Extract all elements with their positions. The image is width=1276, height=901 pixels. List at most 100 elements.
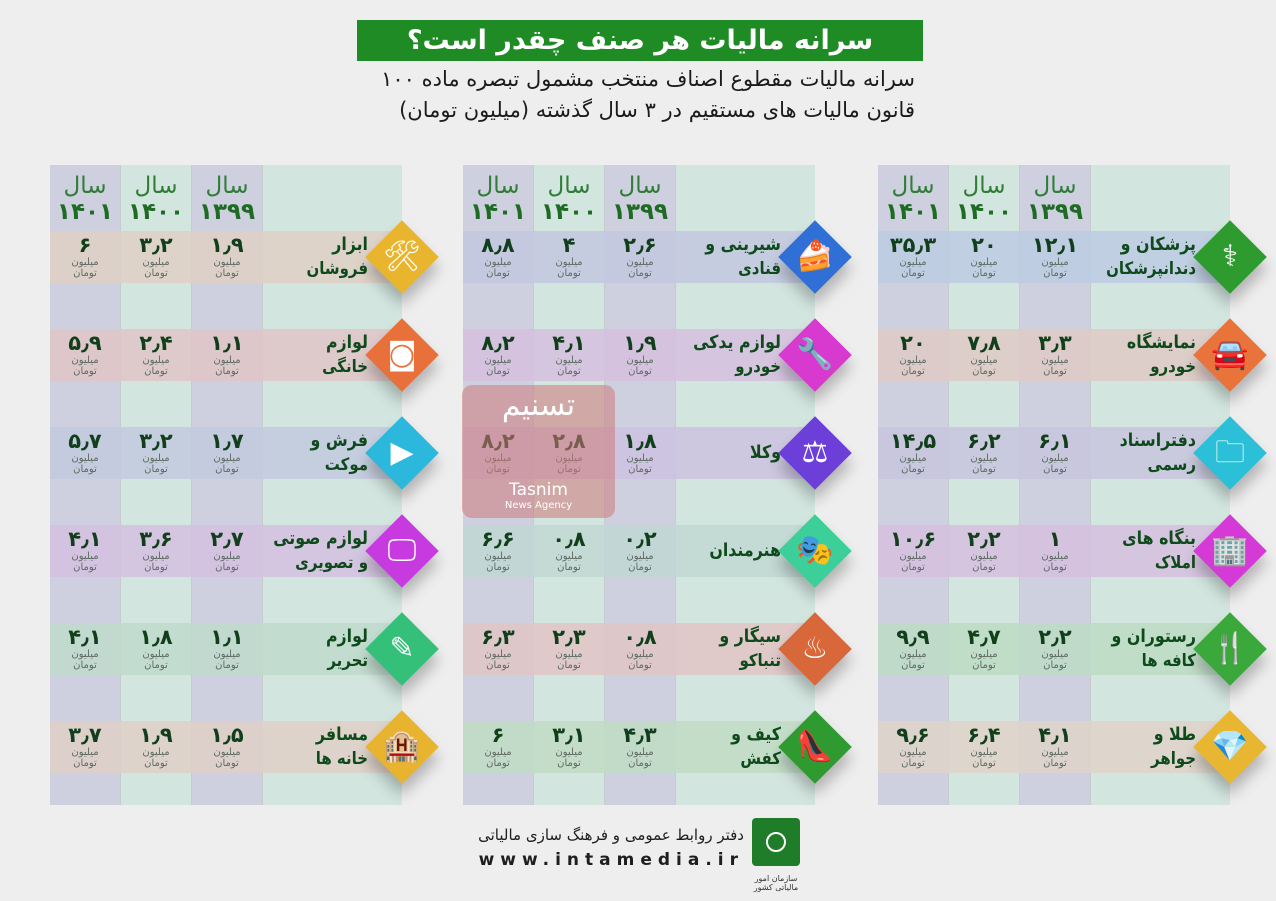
value-cell-1400: ۱٫۸ میلیون تومان [121, 623, 191, 675]
category-line-2: خانه ها [315, 749, 368, 769]
tax-value: ۲٫۷ [210, 527, 244, 551]
unit-toman: تومان [901, 366, 925, 377]
unit-toman: تومان [901, 268, 925, 279]
category-line-2: خودرو [1150, 357, 1196, 377]
hotel-location-icon: 🏨 [383, 729, 421, 764]
category-line-1: مسافر [315, 724, 368, 745]
value-cell-1400: ۴٫۱ میلیون تومان [534, 329, 604, 381]
logo-caption: سازمان امور مالیاتی کشور [753, 874, 799, 892]
value-cell-1400: ۳٫۲ میلیون تومان [121, 231, 191, 283]
value-cell-1400: ۳٫۲ میلیون تومان [121, 427, 191, 479]
value-cell-1401: ۶ میلیون تومان [50, 231, 120, 283]
tax-value: ۱٫۷ [210, 429, 244, 453]
unit-million: میلیون [899, 551, 927, 562]
unit-million: میلیون [213, 355, 241, 366]
tax-table-panel: سال ۱۴۰۱ سال ۱۴۰۰ سال ۱۳۹۹ ۶ میلیون توما… [50, 165, 439, 805]
category-line-1: بنگاه های [1122, 528, 1196, 549]
value-cell-1400: ۲٫۲ میلیون تومان [949, 525, 1019, 577]
category-line-1: پزشکان و [1120, 234, 1196, 255]
tv-icon: 🖵 [387, 533, 417, 568]
value-cell-1401: ۱۴٫۵ میلیون تومان [878, 427, 948, 479]
value-cell-1399: ۴٫۳ میلیون تومان [605, 721, 675, 773]
category-line-1: طلا و [1153, 724, 1196, 745]
category-line-2: جواهر [1151, 749, 1196, 769]
category-line-2: دندانپزشکان [1106, 259, 1196, 279]
value-cell-1399: ۲٫۶ میلیون تومان [605, 231, 675, 283]
category-label: پزشکان و دندانپزشکان [1092, 232, 1196, 282]
value-cell-1399: ۱٫۱ میلیون تومان [192, 329, 262, 381]
category-label: مسافر خانه ها [264, 722, 368, 772]
value-cell-1399: ۱٫۹ میلیون تومان [192, 231, 262, 283]
value-cell-1399: ۱٫۷ میلیون تومان [192, 427, 262, 479]
row-band [50, 231, 402, 283]
category-line-2: تحریر [327, 651, 368, 671]
category-line-2: قنادی [738, 259, 781, 279]
value-cell-1400: ۶٫۴ میلیون تومان [949, 721, 1019, 773]
unit-million: میلیون [626, 747, 654, 758]
unit-toman: تومان [73, 464, 97, 475]
value-cell-1401: ۶٫۳ میلیون تومان [463, 623, 533, 675]
unit-toman: تومان [215, 660, 239, 671]
tax-value: ۴٫۳ [623, 723, 657, 747]
tax-value: ۳٫۶ [139, 527, 173, 551]
unit-toman: تومان [901, 464, 925, 475]
tax-value: ۱٫۱ [210, 331, 244, 355]
tax-value: ۲٫۲ [967, 527, 1001, 551]
car-wrench-icon: 🔧 [796, 337, 834, 372]
unit-toman: تومان [972, 268, 996, 279]
row-band [878, 525, 1230, 577]
value-cell-1401: ۲۰ میلیون تومان [878, 329, 948, 381]
unit-million: میلیون [142, 551, 170, 562]
tools-icon: 🛠 [382, 239, 422, 274]
year-header: سال ۱۳۹۹ [192, 173, 262, 225]
unit-million: میلیون [71, 355, 99, 366]
unit-toman: تومان [73, 562, 97, 573]
unit-toman: تومان [486, 758, 510, 769]
category-label: بنگاه های املاک [1092, 526, 1196, 576]
unit-million: میلیون [484, 257, 512, 268]
unit-toman: تومان [73, 660, 97, 671]
year-header: سال ۱۴۰۰ [534, 173, 604, 225]
row-band [878, 427, 1230, 479]
row-band [50, 525, 402, 577]
year-value: ۱۳۹۹ [611, 199, 669, 225]
unit-toman: تومان [486, 366, 510, 377]
unit-toman: تومان [901, 660, 925, 671]
year-word: سال [618, 173, 662, 199]
value-cell-1399: ۱٫۹ میلیون تومان [605, 329, 675, 381]
unit-toman: تومان [215, 758, 239, 769]
unit-million: میلیون [899, 649, 927, 660]
year-header: سال ۱۴۰۰ [121, 173, 191, 225]
unit-million: میلیون [142, 257, 170, 268]
tax-value: ۳۵٫۳ [889, 233, 937, 257]
value-cell-1400: ۶٫۲ میلیون تومان [949, 427, 1019, 479]
category-line-2: کافه ها [1141, 651, 1196, 671]
year-word: سال [476, 173, 520, 199]
watermark-tagline: News Agency [504, 500, 573, 511]
footer-website[interactable]: www.intamedia.ir [478, 850, 744, 870]
unit-toman: تومان [557, 562, 581, 573]
year-value: ۱۴۰۰ [127, 199, 185, 225]
value-cell-1401: ۱۰٫۶ میلیون تومان [878, 525, 948, 577]
year-header: سال ۱۴۰۱ [878, 173, 948, 225]
unit-million: میلیون [970, 355, 998, 366]
footer-org: دفتر روابط عمومی و فرهنگ سازی مالیاتی [478, 826, 744, 844]
unit-million: میلیون [142, 355, 170, 366]
unit-million: میلیون [1041, 257, 1069, 268]
value-cell-1401: ۹٫۶ میلیون تومان [878, 721, 948, 773]
unit-million: میلیون [71, 551, 99, 562]
category-label: دفتراسناد رسمی [1092, 428, 1196, 478]
row-band [878, 329, 1230, 381]
unit-toman: تومان [486, 562, 510, 573]
unit-toman: تومان [628, 366, 652, 377]
year-word: سال [962, 173, 1006, 199]
watermark-name: Tasnim [509, 480, 568, 500]
unit-million: میلیون [626, 257, 654, 268]
unit-million: میلیون [71, 747, 99, 758]
unit-million: میلیون [555, 355, 583, 366]
tax-value: ۳٫۱ [552, 723, 586, 747]
tax-table-panel: سال ۱۴۰۱ سال ۱۴۰۰ سال ۱۳۹۹ ۳۵٫۳ میلیون ت… [878, 165, 1267, 805]
tax-value: ۴٫۱ [68, 527, 102, 551]
subtitle-line-2: قانون مالیات های مستقیم در ۳ سال گذشته (… [399, 98, 915, 122]
stethoscope-icon: ⚕ [1221, 239, 1239, 274]
